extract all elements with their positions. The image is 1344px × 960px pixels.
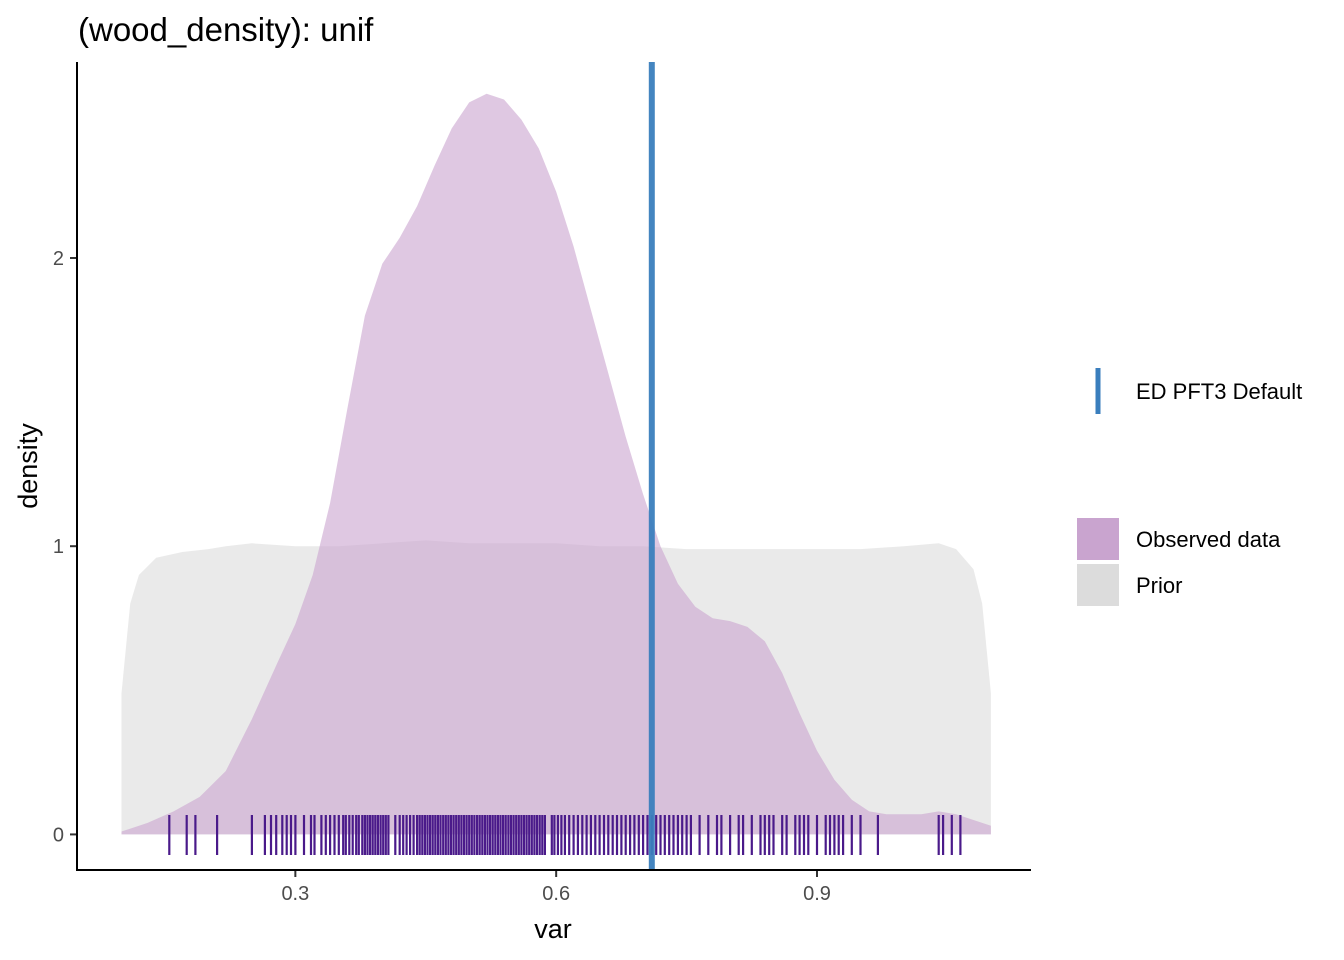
- x-axis-title: var: [534, 914, 572, 944]
- x-tick-label: 0.6: [542, 883, 570, 905]
- plot-area: [121, 62, 991, 870]
- legend: ED PFT3 Default Observed data Prior: [1077, 368, 1302, 606]
- legend-key-observed-data: [1077, 518, 1119, 560]
- y-tick-label: 1: [53, 536, 64, 558]
- legend-label-prior: Prior: [1136, 573, 1182, 598]
- x-axis-ticks: 0.3 0.6 0.9: [281, 871, 831, 905]
- legend-label-observed-data: Observed data: [1136, 527, 1281, 552]
- legend-key-prior: [1077, 564, 1119, 606]
- observed-density-area: [121, 93, 991, 835]
- x-tick-label: 0.3: [281, 883, 309, 905]
- y-axis-ticks: 0 1 2: [53, 248, 76, 846]
- y-axis-title: density: [13, 423, 43, 509]
- chart-title: (wood_density): unif: [78, 11, 374, 48]
- legend-label-ed-pft3-default: ED PFT3 Default: [1136, 379, 1302, 404]
- y-tick-label: 2: [53, 248, 64, 270]
- x-tick-label: 0.9: [803, 883, 831, 905]
- y-tick-label: 0: [53, 824, 64, 846]
